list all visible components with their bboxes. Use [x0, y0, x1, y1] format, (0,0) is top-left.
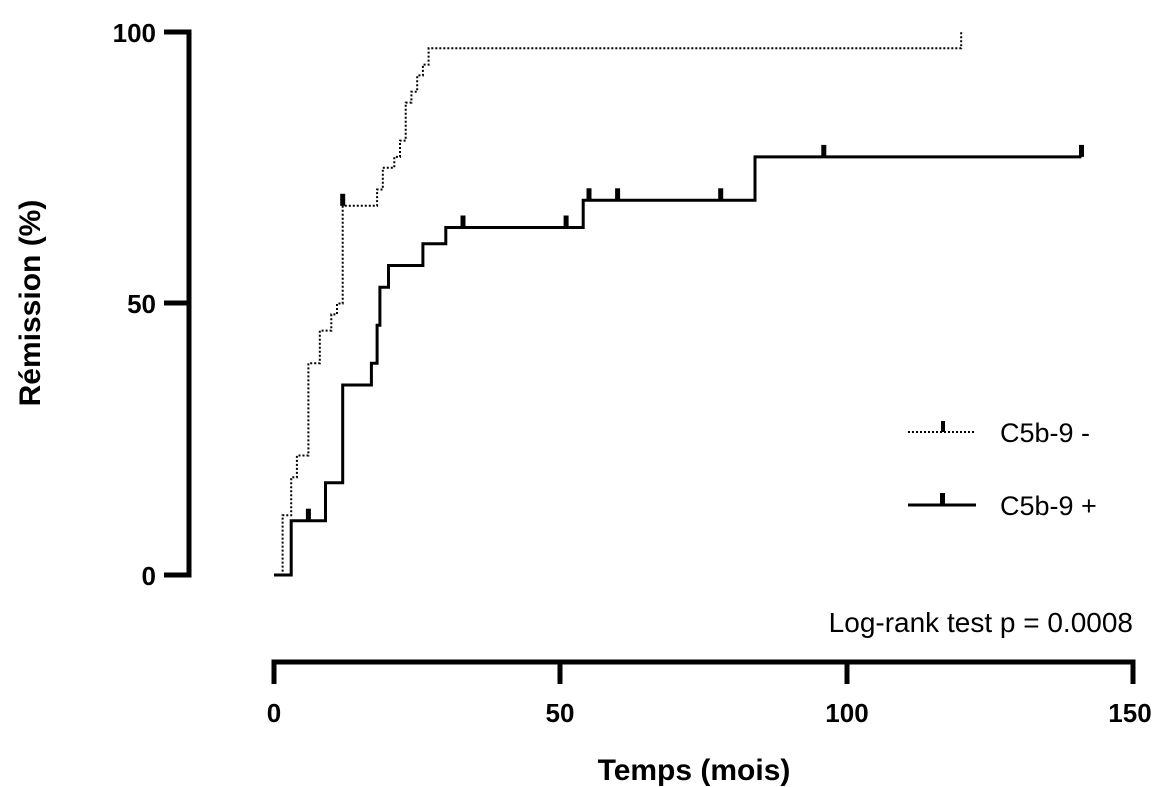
y-axis-title: Rémission (%): [14, 200, 47, 407]
censor-mark: [340, 193, 346, 206]
x-tick-label-100: 100: [825, 698, 868, 728]
series-line: [274, 155, 1082, 577]
legend: C5b-9 - C5b-9 +: [908, 418, 1097, 521]
x-axis-title: Temps (mois): [598, 754, 791, 787]
censor-mark: [821, 144, 827, 157]
x-tick-label-50: 50: [546, 698, 575, 728]
legend-item-c5b9-negative: C5b-9 -: [908, 418, 1090, 448]
legend-censor-mark: [941, 421, 945, 432]
censor-mark: [460, 215, 466, 228]
series-layer: [274, 32, 1084, 577]
series-line: [274, 32, 963, 576]
y-axis: 100 50 0 Rémission (%): [14, 18, 192, 591]
legend-item-c5b9-positive: C5b-9 +: [908, 491, 1097, 521]
x-axis: 0 50 100 150 Temps (mois): [267, 659, 1152, 787]
x-tick-label-150: 150: [1108, 698, 1151, 728]
censor-mark: [718, 188, 724, 201]
y-tick-label-100: 100: [113, 18, 156, 48]
legend-label-c5b9-positive: C5b-9 +: [1000, 491, 1097, 521]
censor-mark: [1079, 144, 1084, 157]
x-tick-label-0: 0: [267, 698, 281, 728]
censor-mark: [586, 188, 592, 201]
y-tick-label-50: 50: [127, 289, 156, 319]
censor-mark: [615, 188, 621, 201]
series-c5b9-negative: [274, 32, 963, 576]
legend-label-c5b9-negative: C5b-9 -: [1000, 418, 1090, 448]
y-tick-label-0: 0: [142, 561, 156, 591]
legend-censor-mark: [940, 493, 945, 505]
censor-mark: [563, 215, 569, 228]
series-c5b9-positive: [274, 144, 1084, 577]
censor-mark: [305, 508, 311, 521]
log-rank-annotation: Log-rank test p = 0.0008: [829, 607, 1133, 638]
